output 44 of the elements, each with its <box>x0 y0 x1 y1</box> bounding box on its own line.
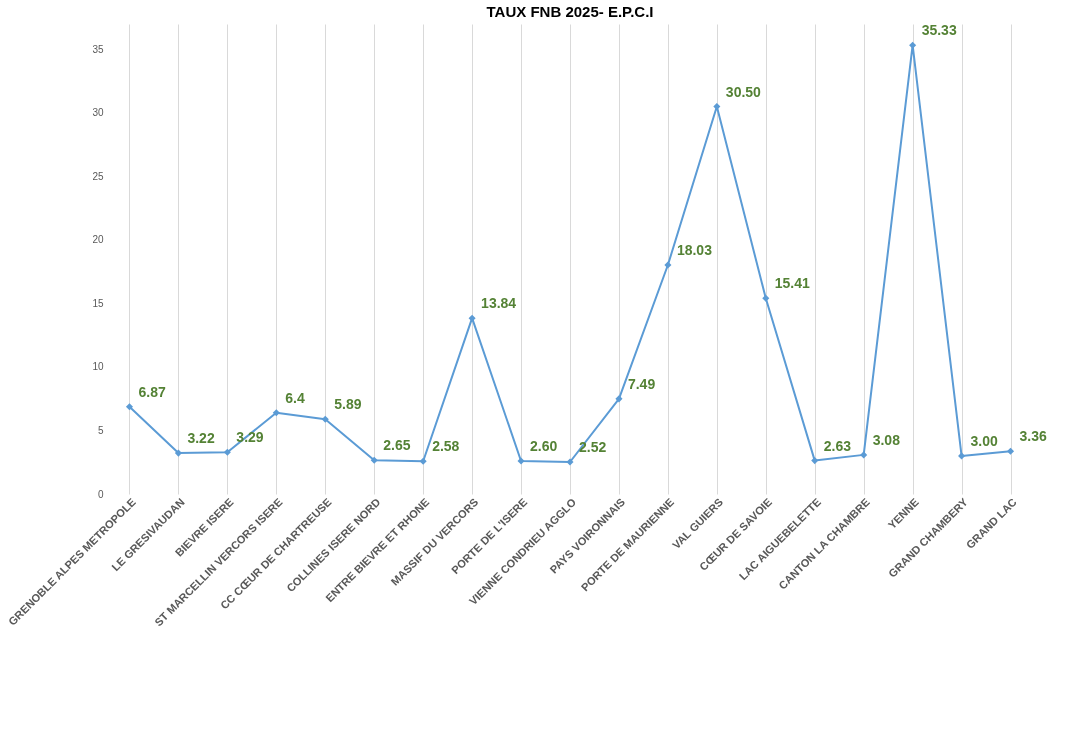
point <box>272 409 280 417</box>
data-label: 6.4 <box>285 389 305 406</box>
data-label: 35.33 <box>921 22 957 39</box>
data-label: 5.89 <box>334 396 362 413</box>
data-label: 30.50 <box>725 83 762 100</box>
data-label: 3.08 <box>872 431 901 448</box>
point <box>517 457 525 465</box>
point <box>909 41 917 49</box>
data-label: 18.03 <box>676 241 713 258</box>
y-tick-label: 15 <box>92 297 104 309</box>
data-label: 7.49 <box>627 375 656 392</box>
point <box>958 452 966 460</box>
point <box>419 457 427 465</box>
y-tick-label: 5 <box>97 424 104 436</box>
data-label: 3.36 <box>1019 428 1047 445</box>
y-tick-label: 20 <box>92 234 104 246</box>
data-label: 2.60 <box>530 437 558 454</box>
data-label: 6.87 <box>138 383 166 400</box>
point <box>223 448 231 456</box>
data-label: 2.63 <box>823 437 852 454</box>
y-tick-label: 0 <box>97 488 104 500</box>
data-label: 2.65 <box>383 437 411 454</box>
y-tick-label: 25 <box>92 170 104 182</box>
data-label: 2.58 <box>432 438 460 455</box>
point <box>811 457 819 465</box>
data-label: 3.00 <box>970 432 999 449</box>
y-tick-label: 30 <box>92 107 104 119</box>
point <box>174 449 182 457</box>
point <box>468 314 476 322</box>
y-tick-label: 10 <box>92 361 104 373</box>
point <box>1006 447 1015 455</box>
point <box>321 415 329 423</box>
y-tick-label: 35 <box>92 43 104 55</box>
point <box>860 451 868 459</box>
point <box>664 261 672 269</box>
point <box>125 403 134 411</box>
point <box>762 294 770 302</box>
chart-title: TAUX FNB 2025- E.P.C.I <box>486 3 654 20</box>
point <box>370 456 378 464</box>
data-label: 13.84 <box>481 295 517 312</box>
data-label: 15.41 <box>774 275 811 292</box>
point <box>566 458 574 466</box>
data-label: 3.22 <box>187 430 215 447</box>
point <box>615 395 623 403</box>
